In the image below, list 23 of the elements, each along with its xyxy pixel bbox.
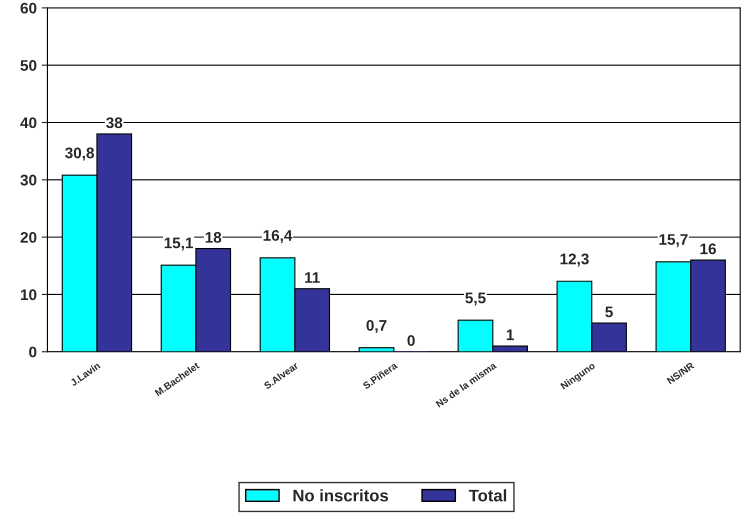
data-label: 5 bbox=[605, 306, 613, 318]
data-label: 18 bbox=[206, 232, 222, 243]
data-label: 0,7 bbox=[366, 320, 386, 334]
y-tick-label: 30 bbox=[20, 174, 36, 186]
data-label: 0 bbox=[407, 335, 415, 346]
data-label: 15,7 bbox=[659, 234, 688, 248]
y-tick-label: 50 bbox=[20, 60, 36, 71]
data-label: 5,5 bbox=[465, 292, 486, 306]
data-label: 12,3 bbox=[560, 254, 589, 267]
y-tick-label: 40 bbox=[20, 117, 36, 128]
y-tick-label: 60 bbox=[20, 2, 36, 14]
legend-label: Total bbox=[468, 489, 506, 502]
data-label: 1 bbox=[506, 330, 514, 340]
data-label: 11 bbox=[305, 272, 320, 283]
data-label: 38 bbox=[106, 117, 122, 128]
data-label: 16,4 bbox=[264, 230, 292, 244]
data-label: 30,8 bbox=[65, 148, 94, 161]
data-label: 16 bbox=[700, 243, 716, 254]
y-tick-label: 20 bbox=[20, 232, 36, 243]
y-tick-label: 0 bbox=[29, 346, 36, 358]
data-label: 15,1 bbox=[164, 238, 194, 251]
y-tick-label: 10 bbox=[20, 289, 36, 300]
legend-label: No inscritos bbox=[294, 489, 388, 502]
